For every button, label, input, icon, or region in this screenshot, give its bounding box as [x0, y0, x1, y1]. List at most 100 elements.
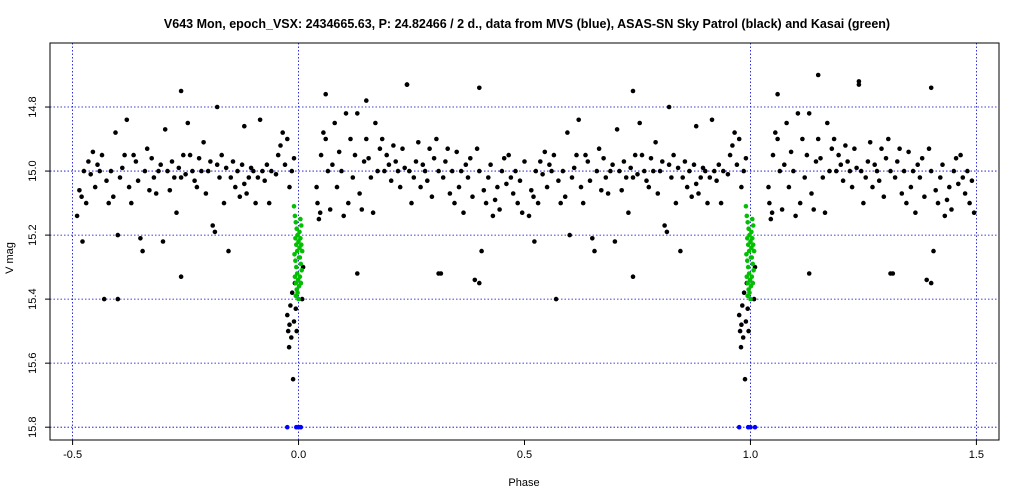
data-point	[671, 152, 676, 158]
data-point	[693, 181, 699, 187]
data-point	[315, 200, 320, 206]
data-point	[294, 242, 299, 247]
data-points	[74, 72, 977, 430]
data-point	[605, 191, 611, 196]
data-point	[571, 165, 577, 171]
chart-title: V643 Mon, epoch_VSX: 2434665.63, P: 24.8…	[164, 17, 890, 31]
data-point	[488, 162, 493, 167]
data-point	[172, 175, 177, 180]
data-point	[124, 117, 130, 123]
data-point	[336, 149, 342, 155]
y-tick-label: 15.6	[27, 352, 39, 373]
data-point	[445, 146, 451, 151]
data-point	[472, 277, 478, 283]
data-point	[773, 130, 778, 135]
data-point	[418, 184, 423, 190]
data-point	[80, 239, 85, 244]
data-point	[286, 344, 292, 350]
data-point	[845, 159, 850, 164]
data-point	[617, 168, 622, 174]
data-point	[578, 184, 584, 190]
data-point	[339, 168, 344, 174]
data-point	[299, 223, 304, 228]
data-point	[318, 152, 324, 158]
data-point	[806, 111, 812, 116]
data-point	[742, 376, 748, 382]
data-point	[750, 261, 755, 267]
data-point	[678, 248, 683, 254]
data-point	[355, 271, 360, 276]
data-point	[519, 210, 525, 215]
data-point	[393, 159, 399, 164]
data-point	[120, 165, 125, 171]
data-point	[750, 216, 755, 222]
data-point	[626, 210, 631, 215]
series-kasai	[291, 204, 757, 302]
data-point	[899, 191, 905, 196]
data-point	[513, 168, 518, 174]
data-point	[944, 197, 950, 203]
data-point	[806, 271, 812, 276]
data-point	[160, 239, 166, 244]
data-point	[569, 175, 575, 180]
data-point	[752, 424, 758, 430]
data-point	[746, 271, 752, 276]
data-point	[775, 136, 780, 142]
data-point	[881, 194, 887, 199]
data-point	[253, 200, 258, 206]
y-tick-label: 15.4	[27, 288, 39, 309]
data-point	[843, 143, 848, 148]
data-point	[242, 181, 247, 187]
data-point	[174, 210, 179, 215]
data-point	[348, 136, 353, 142]
data-point	[751, 248, 757, 254]
data-point	[468, 156, 473, 161]
data-point	[185, 120, 191, 126]
data-point	[492, 197, 498, 203]
data-point	[947, 184, 952, 190]
data-point	[865, 159, 871, 164]
data-point	[292, 252, 297, 257]
data-point	[201, 140, 206, 145]
data-point	[228, 175, 234, 180]
data-point	[129, 200, 134, 206]
data-point	[293, 236, 298, 241]
data-point	[298, 424, 304, 430]
data-point	[368, 175, 374, 180]
data-point	[413, 159, 419, 164]
data-point	[623, 175, 629, 180]
data-point	[931, 248, 936, 254]
data-point	[293, 258, 298, 264]
data-point	[795, 111, 801, 116]
data-point	[115, 232, 121, 238]
data-point	[825, 120, 830, 126]
data-point	[452, 200, 457, 206]
data-point	[526, 213, 532, 219]
data-point	[483, 200, 489, 206]
data-point	[429, 194, 435, 199]
data-point	[456, 184, 462, 190]
data-point	[199, 168, 204, 174]
data-point	[416, 140, 421, 145]
data-point	[592, 248, 597, 254]
data-point	[653, 140, 658, 145]
data-point	[639, 152, 645, 158]
data-point	[856, 79, 862, 84]
data-point	[815, 72, 821, 78]
data-point	[721, 168, 726, 174]
data-point	[289, 290, 295, 296]
data-point	[547, 162, 552, 167]
data-point	[788, 149, 794, 155]
data-point	[117, 175, 123, 180]
data-point	[366, 156, 371, 161]
data-point	[131, 152, 136, 158]
data-point	[288, 303, 293, 308]
data-point	[874, 168, 880, 174]
data-point	[553, 296, 559, 302]
data-point	[325, 168, 331, 174]
data-point	[323, 136, 329, 142]
data-point	[562, 194, 568, 199]
data-point	[113, 130, 118, 135]
data-point	[712, 168, 717, 174]
data-point	[917, 175, 923, 180]
